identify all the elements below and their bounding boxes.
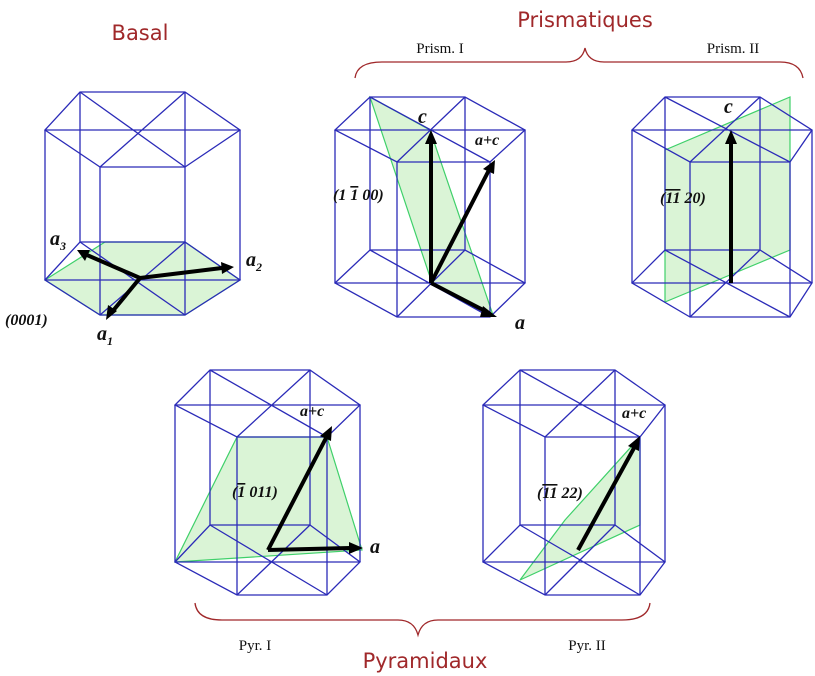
bottom-diagonals <box>632 249 812 318</box>
a-label: a <box>515 312 525 334</box>
c-label: c <box>418 106 427 128</box>
prismatic-brace <box>354 47 804 79</box>
a2-arrowhead <box>221 262 234 274</box>
a3-arrow <box>86 253 141 280</box>
a-plus-c-arrowhead <box>483 160 495 174</box>
top-diagonals <box>632 96 812 163</box>
prism-2-plane-label: (11 20) <box>660 190 706 207</box>
header-basal: Basal <box>112 21 169 45</box>
top-diagonals <box>335 96 525 163</box>
basal-plane-label: (0001) <box>5 312 48 329</box>
a2-label: a2 <box>246 249 262 274</box>
bottom-diagonals <box>175 524 360 596</box>
pyr-2-crystal: a+c (11 22) <box>481 369 666 596</box>
pyramidal-brace <box>194 602 651 638</box>
prism-1-plane-label: (1 1 00) <box>333 187 384 204</box>
top-diagonals <box>483 369 665 438</box>
c-arrowhead <box>425 130 437 144</box>
c-label: c <box>724 96 733 118</box>
bottom-diagonals <box>483 524 665 596</box>
a3-arrowhead <box>77 250 90 261</box>
a-plus-c-label: a+c <box>300 403 324 420</box>
a-label: a <box>370 536 380 558</box>
subheader-prism-1: Prism. I <box>416 41 464 57</box>
basal-crystal: a3 a2 a1 (0001) <box>5 91 262 348</box>
pyr-2-plane <box>519 435 641 581</box>
a-arrowhead <box>349 542 363 554</box>
top-diagonals <box>175 369 360 438</box>
vertical-edges <box>482 370 666 595</box>
a-plus-c-label: a+c <box>475 132 499 149</box>
a3-label: a3 <box>50 228 66 253</box>
c-arrowhead <box>725 130 737 144</box>
subheader-pyr-1: Pyr. I <box>239 638 272 654</box>
header-prismatic: Prismatiques <box>517 8 653 32</box>
a-plus-c-label: a+c <box>622 405 646 422</box>
prism-1-crystal: c a+c a (1 1 00) <box>333 95 527 334</box>
vertical-edges <box>44 92 241 315</box>
a-plus-c-arrow <box>429 169 491 284</box>
a-arrowhead <box>480 306 497 317</box>
a-plus-c-arrowhead <box>320 426 332 441</box>
top-hexagon <box>481 369 666 438</box>
vertical-edges <box>174 370 361 595</box>
a-plus-c-arrow <box>576 447 636 551</box>
pyr-1-crystal: a+c a (1 011) <box>173 369 380 596</box>
a-arrow <box>267 546 351 552</box>
a1-arrowhead <box>106 305 117 320</box>
subheader-pyr-2: Pyr. II <box>568 638 606 654</box>
top-diagonals <box>45 91 240 168</box>
a1-arrow <box>110 276 142 314</box>
a-plus-c-arrowhead <box>628 436 640 451</box>
vertical-edges <box>631 97 813 317</box>
a2-arrow <box>139 266 223 280</box>
subheader-prism-2: Prism. II <box>707 41 760 57</box>
header-pyramidal: Pyramidaux <box>363 649 488 673</box>
a-arrow <box>430 281 488 314</box>
pyr-2-plane-label: (11 22) <box>537 485 583 502</box>
a-plus-c-arrow <box>266 437 328 551</box>
a1-label: a1 <box>97 323 113 348</box>
vertical-edges <box>334 97 526 317</box>
pyr-1-plane-label: (1 011) <box>232 484 278 501</box>
prism-2-crystal: c (11 20) <box>630 96 813 318</box>
